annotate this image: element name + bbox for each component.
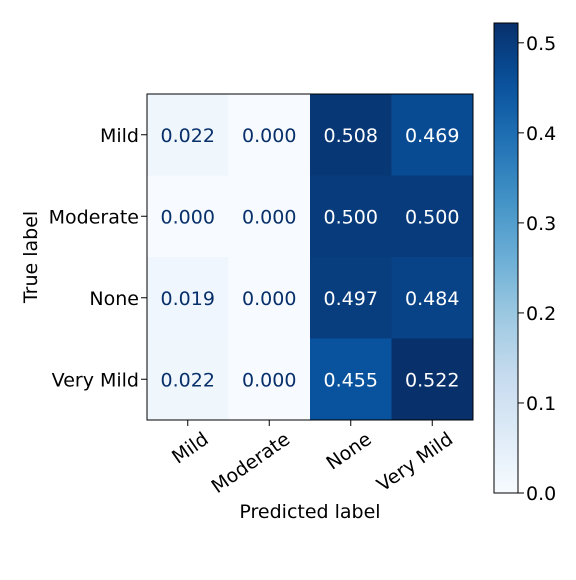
heatmap-cells	[147, 94, 474, 421]
x-tick-label: Moderate	[207, 428, 294, 498]
cell-value-label: 0.019	[161, 288, 215, 310]
colorbar-tick-label: 0.4	[526, 123, 556, 145]
y-tick-label: Mild	[100, 125, 139, 147]
colorbar	[493, 22, 519, 494]
heatmap-cell	[310, 175, 392, 258]
y-tick-label: Very Mild	[52, 369, 139, 391]
heatmap-cell	[228, 94, 311, 176]
heatmap-cell	[310, 257, 392, 339]
cell-value-label: 0.022	[161, 125, 215, 147]
heatmap-cell	[391, 257, 474, 339]
cell-value-label: 0.500	[405, 206, 459, 228]
x-tick-label: Mild	[168, 428, 213, 468]
cell-value-label: 0.497	[324, 288, 378, 310]
colorbar-ticks: 0.0 0.1 0.2 0.3 0.4 0.5	[518, 33, 556, 505]
heatmap-cell	[147, 175, 229, 258]
cell-value-label: 0.000	[161, 206, 215, 228]
cell-value-label: 0.000	[242, 288, 296, 310]
cell-value-label: 0.469	[405, 125, 459, 147]
cell-value-label: 0.000	[242, 125, 296, 147]
cell-value-label: 0.000	[242, 369, 296, 391]
plot-frame	[146, 93, 474, 421]
colorbar-tick-label: 0.0	[526, 483, 556, 505]
heatmap-cell	[228, 338, 311, 421]
y-axis-label: True label	[20, 211, 42, 304]
heatmap-cell	[310, 94, 392, 176]
cell-value-label: 0.022	[161, 369, 215, 391]
heatmap-cell	[147, 94, 229, 176]
cell-value-label: 0.508	[324, 125, 378, 147]
x-axis-label: Predicted label	[239, 501, 380, 523]
y-tick-label: Moderate	[49, 206, 139, 228]
x-tick-label: None	[322, 428, 375, 474]
heatmap-cell	[310, 338, 392, 421]
heatmap-cell	[147, 257, 229, 339]
colorbar-tick-label: 0.1	[526, 393, 556, 415]
heatmap-cell	[391, 338, 474, 421]
cell-value-label: 0.455	[324, 369, 378, 391]
heatmap-cell-labels: 0.022 0.000 0.508 0.469 0.000 0.000 0.500 0.500…	[161, 125, 460, 392]
y-axis-ticks: Mild Moderate None Very Mild	[49, 125, 147, 391]
heatmap-cell	[228, 175, 311, 258]
colorbar-tick-label: 0.2	[526, 303, 556, 325]
cell-value-label: 0.500	[324, 206, 378, 228]
cell-value-label: 0.522	[405, 369, 459, 391]
heatmap-cell	[228, 257, 311, 339]
heatmap-cell	[391, 94, 474, 176]
cell-value-label: 0.484	[405, 288, 459, 310]
x-tick-label: Very Mild	[373, 428, 457, 496]
colorbar-tick-label: 0.3	[526, 213, 556, 235]
y-tick-label: None	[89, 288, 139, 310]
heatmap-cell	[391, 175, 474, 258]
heatmap-cell	[147, 338, 229, 421]
cell-value-label: 0.000	[242, 206, 296, 228]
colorbar-tick-label: 0.5	[526, 33, 556, 55]
